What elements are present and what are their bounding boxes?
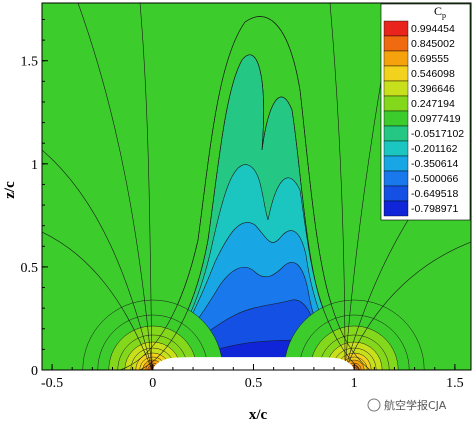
- legend-label: 0.546098: [411, 68, 455, 80]
- legend-label: -0.649518: [411, 188, 458, 200]
- legend-swatch: [383, 35, 409, 52]
- legend-swatch: [383, 50, 409, 67]
- isoline-plume-outer: [119, 16, 371, 370]
- legend-label: 0.69555: [411, 53, 449, 65]
- legend-swatch: [383, 140, 409, 157]
- isolines: [42, 3, 471, 370]
- isoline-wide-right-2: [344, 241, 471, 370]
- wechat-icon: [367, 398, 381, 412]
- trailing-edge-rings: [283, 299, 425, 370]
- x-tick-label: 0.5: [245, 376, 263, 391]
- legend-label: 0.845002: [411, 38, 455, 50]
- legend-label: -0.350614: [411, 158, 458, 170]
- isoline-wide-left-4: [139, 3, 153, 370]
- y-tick-label: 1: [31, 158, 38, 173]
- leading-edge-rings: [82, 299, 224, 370]
- x-tick-label: 0: [149, 376, 156, 391]
- legend-items: 0.994454 0.845002 0.69555 0.546098 0.396646 0…: [383, 20, 464, 217]
- isoline-wide-left-1: [42, 149, 153, 370]
- x-tick-label: 1.5: [446, 376, 464, 391]
- y-tick-label: 0: [31, 364, 38, 379]
- legend-swatch: [383, 200, 409, 217]
- watermark-text: 航空学报CJA: [384, 398, 447, 412]
- legend-label: 0.247194: [411, 98, 455, 110]
- legend-label: 0.396646: [411, 83, 455, 95]
- x-axis-title: x/c: [249, 407, 268, 423]
- legend-title-sub: p: [442, 11, 446, 20]
- isoline-plume-inner: [139, 54, 361, 370]
- y-axis-title: z/c: [2, 181, 18, 199]
- x-axis: -0.5 0 0.5 1 1.5: [41, 364, 464, 391]
- legend-swatch: [383, 80, 409, 97]
- plot-frame: [41, 2, 472, 371]
- legend-swatch: [383, 155, 409, 172]
- legend-label: -0.0517102: [411, 128, 464, 140]
- legend-label: 0.994454: [411, 23, 455, 35]
- x-tick-label: -0.5: [41, 376, 63, 391]
- isoline-wide-left-2: [42, 231, 153, 370]
- legend-swatch: [383, 185, 409, 202]
- isoline-wide-right-4: [329, 3, 346, 370]
- legend-swatch: [383, 95, 409, 112]
- legend-title: Cp: [434, 4, 446, 20]
- y-tick-label: 1.5: [21, 55, 39, 70]
- legend-swatch: [383, 20, 409, 37]
- legend-label: -0.798971: [411, 203, 458, 215]
- legend-swatch: [383, 170, 409, 187]
- legend-title-main: C: [434, 4, 442, 18]
- legend: Cp 0.994454 0.845002 0.69555 0.546098 0.3966…: [380, 3, 471, 221]
- legend-swatch: [383, 65, 409, 82]
- isoline-wide-left-3: [77, 3, 153, 370]
- legend-swatch: [383, 110, 409, 127]
- y-axis: 0 0.5 1 1.5: [21, 18, 48, 379]
- watermark: 航空学报CJA: [367, 398, 447, 412]
- airfoil-body: [152, 357, 355, 370]
- y-tick-label: 0.5: [21, 261, 39, 276]
- legend-swatch: [383, 125, 409, 142]
- x-tick-label: 1: [351, 376, 358, 391]
- legend-label: -0.201162: [411, 143, 458, 155]
- legend-label: -0.500066: [411, 173, 458, 185]
- legend-label: 0.0977419: [411, 113, 461, 125]
